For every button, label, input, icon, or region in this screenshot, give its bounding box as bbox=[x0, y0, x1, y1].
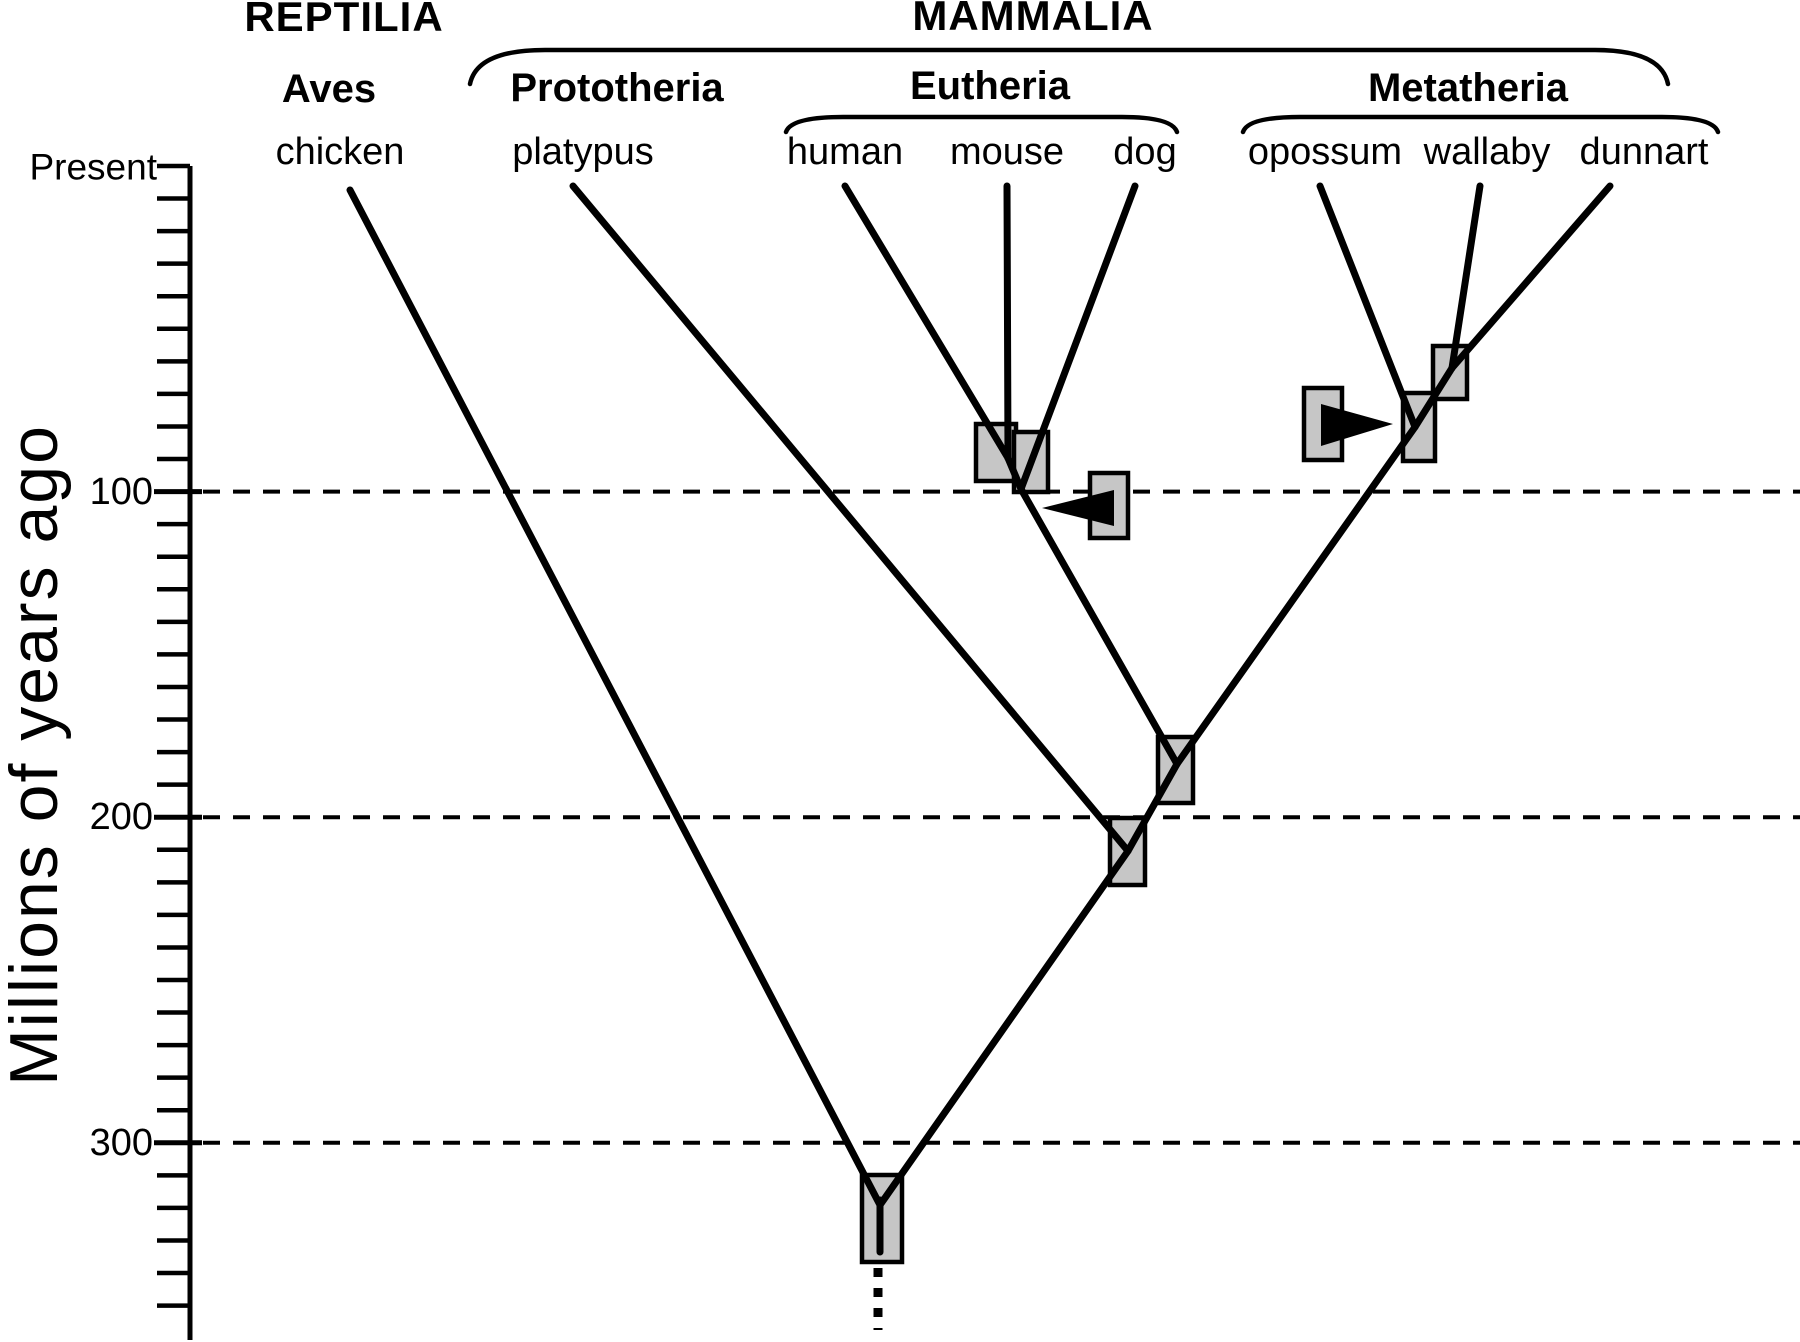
taxon-label-wallaby: wallaby bbox=[1423, 131, 1551, 173]
taxon-label-chicken: chicken bbox=[275, 131, 405, 173]
mammalia-brace bbox=[467, 47, 1671, 87]
subgroup-label-eutheria: Eutheria bbox=[909, 64, 1071, 108]
axis-tick-label-100: 100 bbox=[89, 470, 153, 513]
branch-chicken bbox=[346, 186, 884, 1209]
marker-arrows bbox=[1042, 404, 1393, 526]
taxon-label-human: human bbox=[786, 131, 904, 173]
eutheria-brace bbox=[783, 114, 1180, 135]
branch-opossum bbox=[1316, 182, 1419, 431]
branch-mouse bbox=[1003, 182, 1012, 462]
subgroup-label-metatheria: Metatheria bbox=[1367, 66, 1569, 110]
axis-label-present: Present bbox=[29, 146, 157, 188]
taxon-label-opossum: opossum bbox=[1247, 131, 1403, 173]
branch-eutheria-stem bbox=[1004, 454, 1181, 768]
branch-dog bbox=[1017, 182, 1139, 493]
tree-branches bbox=[346, 182, 1614, 1330]
axis-title-millions-of-years-ago: Millions of years ago bbox=[0, 424, 72, 1086]
branch-human bbox=[841, 182, 1012, 462]
taxon-label-dog: dog bbox=[1113, 131, 1177, 173]
metatheria-brace bbox=[1240, 114, 1721, 135]
taxon-label-mouse: mouse bbox=[949, 131, 1065, 173]
eutheria-marker-arrow-icon bbox=[1042, 490, 1114, 526]
subgroup-label-prototheria: Prototheria bbox=[510, 66, 724, 110]
axis-ticks bbox=[154, 163, 202, 1308]
axis-tick-label-300: 300 bbox=[89, 1121, 153, 1164]
taxon-label-platypus: platypus bbox=[512, 131, 654, 173]
branch-mammal-stem bbox=[876, 760, 1181, 1209]
group-braces bbox=[467, 47, 1721, 135]
metatheria-marker-arrow-icon bbox=[1321, 404, 1393, 446]
branch-metatheria-stem bbox=[1173, 364, 1456, 768]
group-label-mammalia: MAMMALIA bbox=[912, 0, 1154, 39]
time-gridlines bbox=[203, 489, 1800, 1145]
time-axis bbox=[154, 163, 202, 1340]
group-label-reptilia: REPTILIA bbox=[244, 0, 444, 40]
branch-wallaby bbox=[1448, 182, 1484, 372]
axis-tick-label-200: 200 bbox=[89, 796, 153, 839]
branch-dunnart bbox=[1448, 182, 1614, 372]
branch-platypus bbox=[569, 182, 1132, 855]
taxon-label-dunnart: dunnart bbox=[1579, 131, 1709, 173]
subgroup-label-aves: Aves bbox=[281, 67, 377, 111]
